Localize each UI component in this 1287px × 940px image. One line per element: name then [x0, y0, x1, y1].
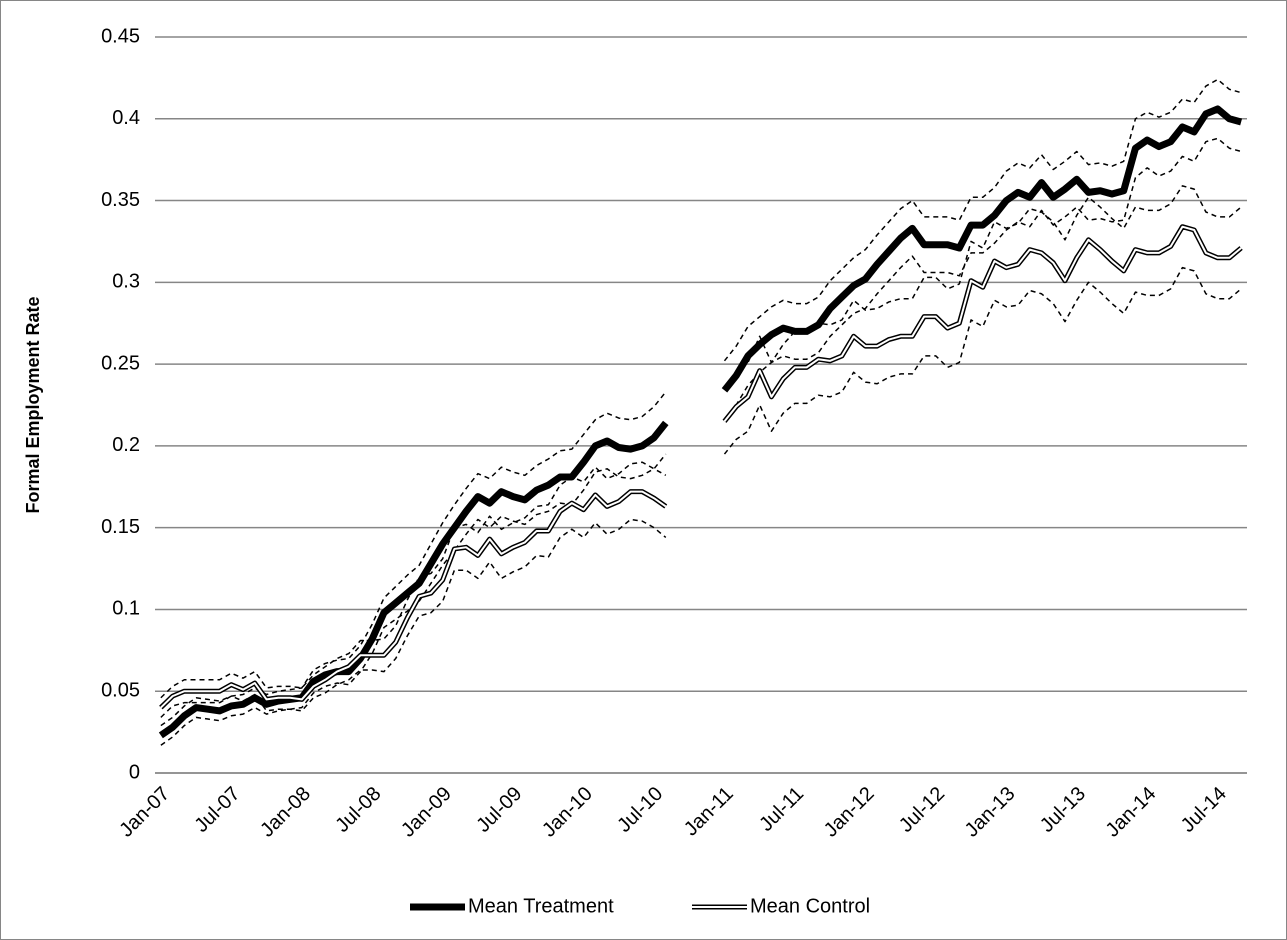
legend-label: Mean Control	[750, 895, 870, 917]
legend-label: Mean Treatment	[468, 895, 614, 917]
y-tick-label: 0.1	[112, 598, 140, 620]
line	[721, 105, 1243, 393]
y-tick-label: 0.25	[101, 352, 140, 374]
y-axis-title: Formal Employment Rate	[23, 296, 43, 513]
line	[158, 420, 669, 739]
y-tick-label: 0.35	[101, 189, 140, 211]
line	[160, 391, 667, 727]
y-tick-label: 0.2	[112, 434, 140, 456]
y-tick-label: 0.15	[101, 516, 140, 538]
line	[723, 137, 1242, 421]
line-inner	[160, 490, 667, 709]
y-tick-label: 0.45	[101, 25, 140, 47]
y-tick-label: 0.05	[101, 680, 140, 702]
y-tick-label: 0.4	[112, 107, 140, 129]
line-inner	[723, 225, 1242, 422]
y-tick-label: 0	[129, 761, 140, 783]
line	[723, 78, 1242, 362]
y-tick-label: 0.3	[112, 271, 140, 293]
